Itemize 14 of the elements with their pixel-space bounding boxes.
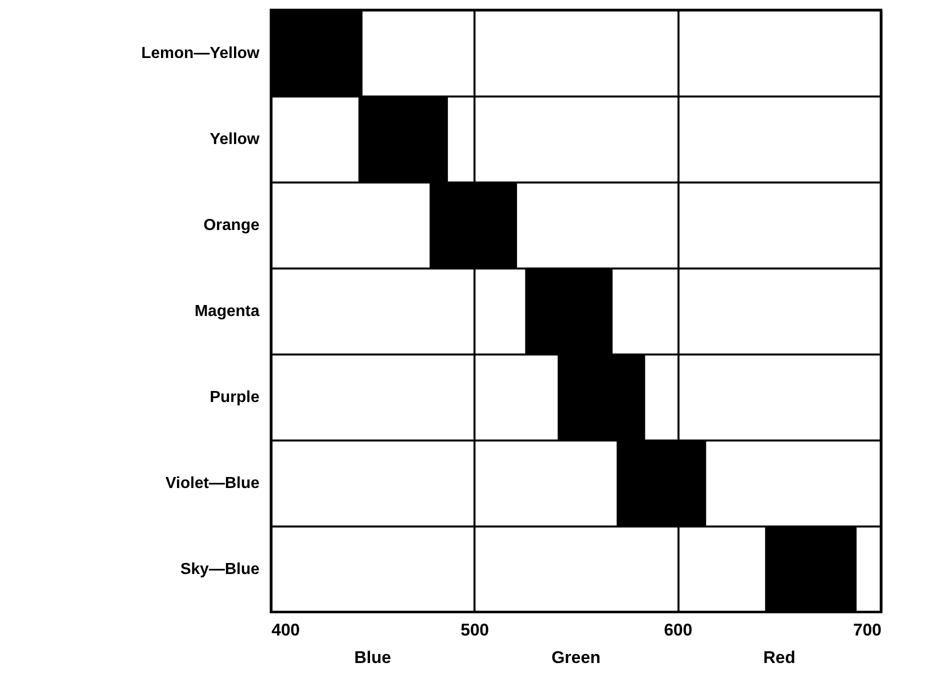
y-tick-label: Magenta <box>194 303 260 320</box>
y-tick-label: Yellow <box>210 131 260 148</box>
text: Red <box>763 648 796 667</box>
x-tick-label: 600 <box>664 620 692 640</box>
text: Blue <box>354 648 392 667</box>
y-tick-label: Orange <box>203 217 260 234</box>
y-tick-label: Purple <box>210 389 260 406</box>
x-tick-label: 500 <box>460 620 490 640</box>
y-tick-label: Violet—Blue <box>166 475 260 492</box>
y-tick-label: Lemon—Yellow <box>141 45 260 62</box>
x-tick-label: 700 <box>853 620 882 640</box>
text: Green <box>551 648 601 667</box>
y-tick-label: Sky—Blue <box>180 561 260 578</box>
x-tick-label: 400 <box>272 620 300 640</box>
